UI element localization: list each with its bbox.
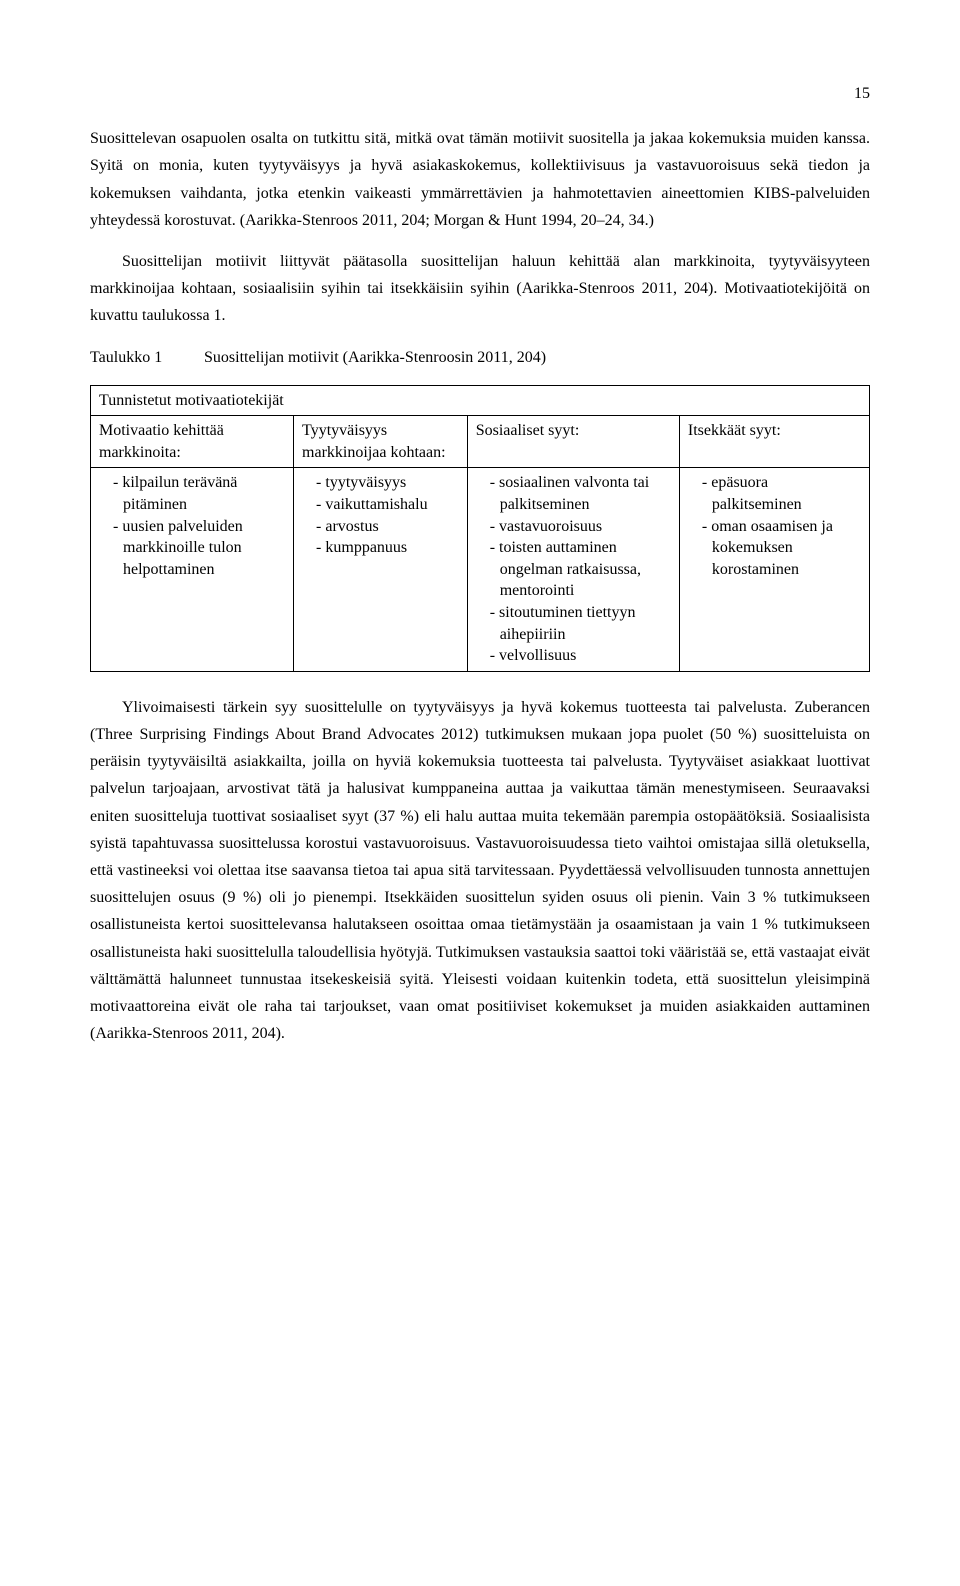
list-item: uusien palveluiden markkinoille tulon he… bbox=[113, 516, 285, 581]
table-span-header: Tunnistetut motivaatiotekijät bbox=[91, 385, 870, 416]
list-item: velvollisuus bbox=[490, 645, 671, 667]
list-item: vaikuttamishalu bbox=[316, 494, 459, 516]
list-item: vastavuoroisuus bbox=[490, 516, 671, 538]
col-header-1: Tyytyväisyys markkinoijaa kohtaan: bbox=[294, 416, 468, 468]
table-header-row: Motivaatio kehittää markkinoita: Tyytyvä… bbox=[91, 416, 870, 468]
col-header-2: Sosiaaliset syyt: bbox=[467, 416, 679, 468]
list-item: sosiaalinen valvonta tai palkitseminen bbox=[490, 472, 671, 515]
list-item: kumppanuus bbox=[316, 537, 459, 559]
page-number: 15 bbox=[90, 80, 870, 107]
col-header-0: Motivaatio kehittää markkinoita: bbox=[91, 416, 294, 468]
motivators-table: Tunnistetut motivaatiotekijät Motivaatio… bbox=[90, 385, 870, 672]
paragraph-1: Suosittelevan osapuolen osalta on tutkit… bbox=[90, 125, 870, 234]
col-body-3: epäsuora palkitseminen oman osaamisen ja… bbox=[679, 468, 869, 671]
table-label: Taulukko 1 bbox=[90, 344, 200, 371]
col-body-2: sosiaalinen valvonta tai palkitseminen v… bbox=[467, 468, 679, 671]
list-item: toisten auttaminen ongelman ratkaisussa,… bbox=[490, 537, 671, 602]
col-header-3: Itsekkäät syyt: bbox=[679, 416, 869, 468]
col-body-0: kilpailun terävänä pitäminen uusien palv… bbox=[91, 468, 294, 671]
list-item: tyytyväisyys bbox=[316, 472, 459, 494]
paragraph-3: Ylivoimaisesti tärkein syy suosittelulle… bbox=[90, 694, 870, 1047]
list-item: arvostus bbox=[316, 516, 459, 538]
list-item: sitoutuminen tiettyyn aihepiiriin bbox=[490, 602, 671, 645]
list-item: epäsuora palkitseminen bbox=[702, 472, 861, 515]
list-item: oman osaamisen ja kokemuksen korostamine… bbox=[702, 516, 861, 581]
paragraph-2: Suosittelijan motiivit liittyvät päätaso… bbox=[90, 248, 870, 330]
list-item: kilpailun terävänä pitäminen bbox=[113, 472, 285, 515]
table-body-row: kilpailun terävänä pitäminen uusien palv… bbox=[91, 468, 870, 671]
col-body-1: tyytyväisyys vaikuttamishalu arvostus ku… bbox=[294, 468, 468, 671]
table-caption: Taulukko 1 Suosittelijan motiivit (Aarik… bbox=[90, 344, 870, 371]
table-caption-text: Suosittelijan motiivit (Aarikka-Stenroos… bbox=[204, 349, 546, 366]
